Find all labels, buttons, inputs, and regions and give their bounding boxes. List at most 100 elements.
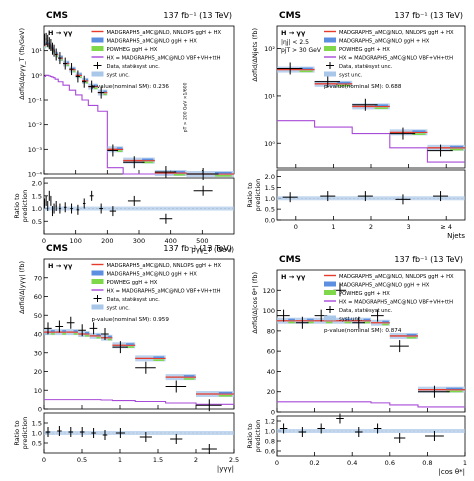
x-tick-label: 0.6 xyxy=(385,459,395,467)
chart-panel-costheta: CMS 137 fb⁻¹ (13 TeV) 0 0.2 0.4 0.6 0.8 1 0 20 40 6… xyxy=(246,255,467,476)
powheg-bar xyxy=(449,148,464,151)
ratio-syst-band xyxy=(63,206,70,211)
legend-label-syst: syst unc. xyxy=(107,73,131,79)
powheg-bar xyxy=(173,173,185,176)
mg-bar xyxy=(56,52,59,55)
ratio-syst-band xyxy=(44,431,56,435)
lumi-label: 137 fb⁻¹ (13 TeV) xyxy=(163,244,232,253)
hx-series-line xyxy=(44,74,234,175)
ratio-syst-band xyxy=(78,431,90,435)
ratio-tick-label: 0.6 xyxy=(265,448,275,456)
ratio-tick-label: 1.0 xyxy=(265,428,275,436)
legend-label-nnlops: MADGRAPH5_aMC@NLO, NNLOPS ggH + HX xyxy=(339,30,454,36)
powheg-bar xyxy=(142,161,154,164)
y-tick-label: 60 xyxy=(267,348,275,356)
p-value-label: p-value(nominal SM): 0.688 xyxy=(324,84,402,90)
legend-label-nnlops: MADGRAPH5_aMC@NLO, NNLOPS ggH + HX xyxy=(107,263,222,269)
ratio-axis-label: Ratio toprediction xyxy=(246,420,262,453)
mg-bar xyxy=(449,145,464,148)
ratio-syst-band xyxy=(277,196,315,201)
x-tick-label: ≥ 4 xyxy=(440,223,452,231)
ratio-axis-label: Ratio toprediction xyxy=(13,417,29,450)
ratio-syst-band xyxy=(88,206,98,211)
legend-label-syst: syst unc. xyxy=(107,306,131,312)
legend-swatch-syst xyxy=(91,71,104,77)
ratio-syst-band xyxy=(314,429,334,433)
lumi-label: 137 fb⁻¹ (13 TeV) xyxy=(394,255,463,264)
mg-bar xyxy=(299,67,313,70)
ratio-syst-band xyxy=(48,206,51,211)
ratio-syst-band xyxy=(352,429,371,433)
ratio-plot-frame xyxy=(43,177,235,235)
ratio-tick-label: 1.0 xyxy=(32,205,42,213)
powheg-bar xyxy=(153,359,165,361)
process-label: H → γγ xyxy=(48,29,73,37)
mg-bar xyxy=(215,172,232,174)
ratio-axis-label-line: Ratio to xyxy=(246,182,254,207)
mg-bar xyxy=(103,90,107,93)
selection-label: pjT > 30 GeV xyxy=(281,47,322,54)
pt-note-label: pT > 200 GeV ×1/600 xyxy=(183,82,189,132)
mg-bar xyxy=(85,78,89,81)
x-tick-label: 2 xyxy=(194,456,198,464)
ratio-syst-band xyxy=(352,196,390,201)
mg-bar xyxy=(307,318,314,321)
chart-panel-pt: CMS 137 fb⁻¹ (13 TeV) 0 100 200 300 400 500 10⁻⁴… xyxy=(13,11,235,254)
ratio-tick-label: 2.0 xyxy=(265,173,275,181)
ratio-plot-frame xyxy=(276,415,466,457)
y-tick-label: 50 xyxy=(34,312,42,320)
legend-label-mg: MADGRAPH5_aMC@NLO ggH + HX xyxy=(339,39,430,45)
p-value-label: p-value(nominal SM): 0.959 xyxy=(92,317,170,323)
ratio-tick-label: 2.0 xyxy=(32,180,42,188)
ratio-axis-label-line: Ratio to xyxy=(13,193,21,218)
ratio-tick-label: 1.2 xyxy=(265,418,275,426)
legend-swatch-powheg xyxy=(324,46,336,51)
ratio-tick-label: 0.0 xyxy=(265,217,275,225)
legend-label-hx: HX = MADGRAPH5_aMC@NLO VBF+VH+ttH xyxy=(107,56,221,62)
mg-bar xyxy=(48,42,49,45)
ratio-tick-label: 0.8 xyxy=(265,438,275,446)
process-label: H → γγ xyxy=(281,273,306,281)
ratio-tick-label: 1.5 xyxy=(32,420,42,428)
y-axis-label: Δσfid/ΔNjets (fb) xyxy=(251,28,259,82)
x-tick-label: 1 xyxy=(118,456,122,464)
y-tick-label: 10² xyxy=(264,45,275,53)
y-tick-label: 100 xyxy=(263,307,275,315)
legend-label-data: Data, stat⊕syst unc. xyxy=(107,64,161,70)
mg-bar xyxy=(79,73,82,75)
x-axis-label: pγγ_T (GeV) xyxy=(191,246,234,254)
legend-swatch-mg xyxy=(91,270,104,276)
x-tick-label: 1 xyxy=(331,223,335,231)
mg-bar xyxy=(50,330,55,332)
y-tick-label: 0 xyxy=(38,406,42,414)
legend-label-powheg: POWHEG ggH + HX xyxy=(107,47,158,53)
ratio-syst-band xyxy=(389,429,418,433)
legend-label-powheg: POWHEG ggH + HX xyxy=(339,47,390,53)
y-tick-label: 10⁰ xyxy=(31,72,42,80)
powheg-bar xyxy=(85,81,89,84)
x-tick-label: 1.5 xyxy=(153,456,163,464)
y-axis-label: Δσfid/Δpγγ_T (fb/GeV) xyxy=(18,28,26,100)
ratio-tick-label: 0.5 xyxy=(265,206,275,214)
x-tick-label: 2.5 xyxy=(229,456,239,464)
ratio-axis-label-line: prediction xyxy=(254,179,262,212)
y-tick-label: 40 xyxy=(267,368,275,376)
ratio-syst-band xyxy=(186,206,234,211)
ratio-syst-band xyxy=(75,206,82,211)
powheg-bar xyxy=(73,333,78,335)
process-label: H → γγ xyxy=(48,262,73,270)
experiment-label: CMS xyxy=(46,244,68,254)
mg-bar xyxy=(51,45,52,48)
ratio-tick-label: 0.5 xyxy=(32,440,42,448)
mg-bar xyxy=(61,56,63,58)
ratio-tick-label: 1.5 xyxy=(265,184,275,192)
y-tick-label: 10⁻¹ xyxy=(28,97,43,105)
ratio-syst-band xyxy=(50,206,52,211)
mg-bar xyxy=(96,333,101,336)
mg-bar xyxy=(406,333,417,336)
ratio-syst-band xyxy=(389,196,428,201)
legend-label-data: Data, stat⊕syst unc. xyxy=(339,64,393,70)
ratio-syst-band xyxy=(165,431,196,435)
powheg-bar xyxy=(446,390,463,393)
